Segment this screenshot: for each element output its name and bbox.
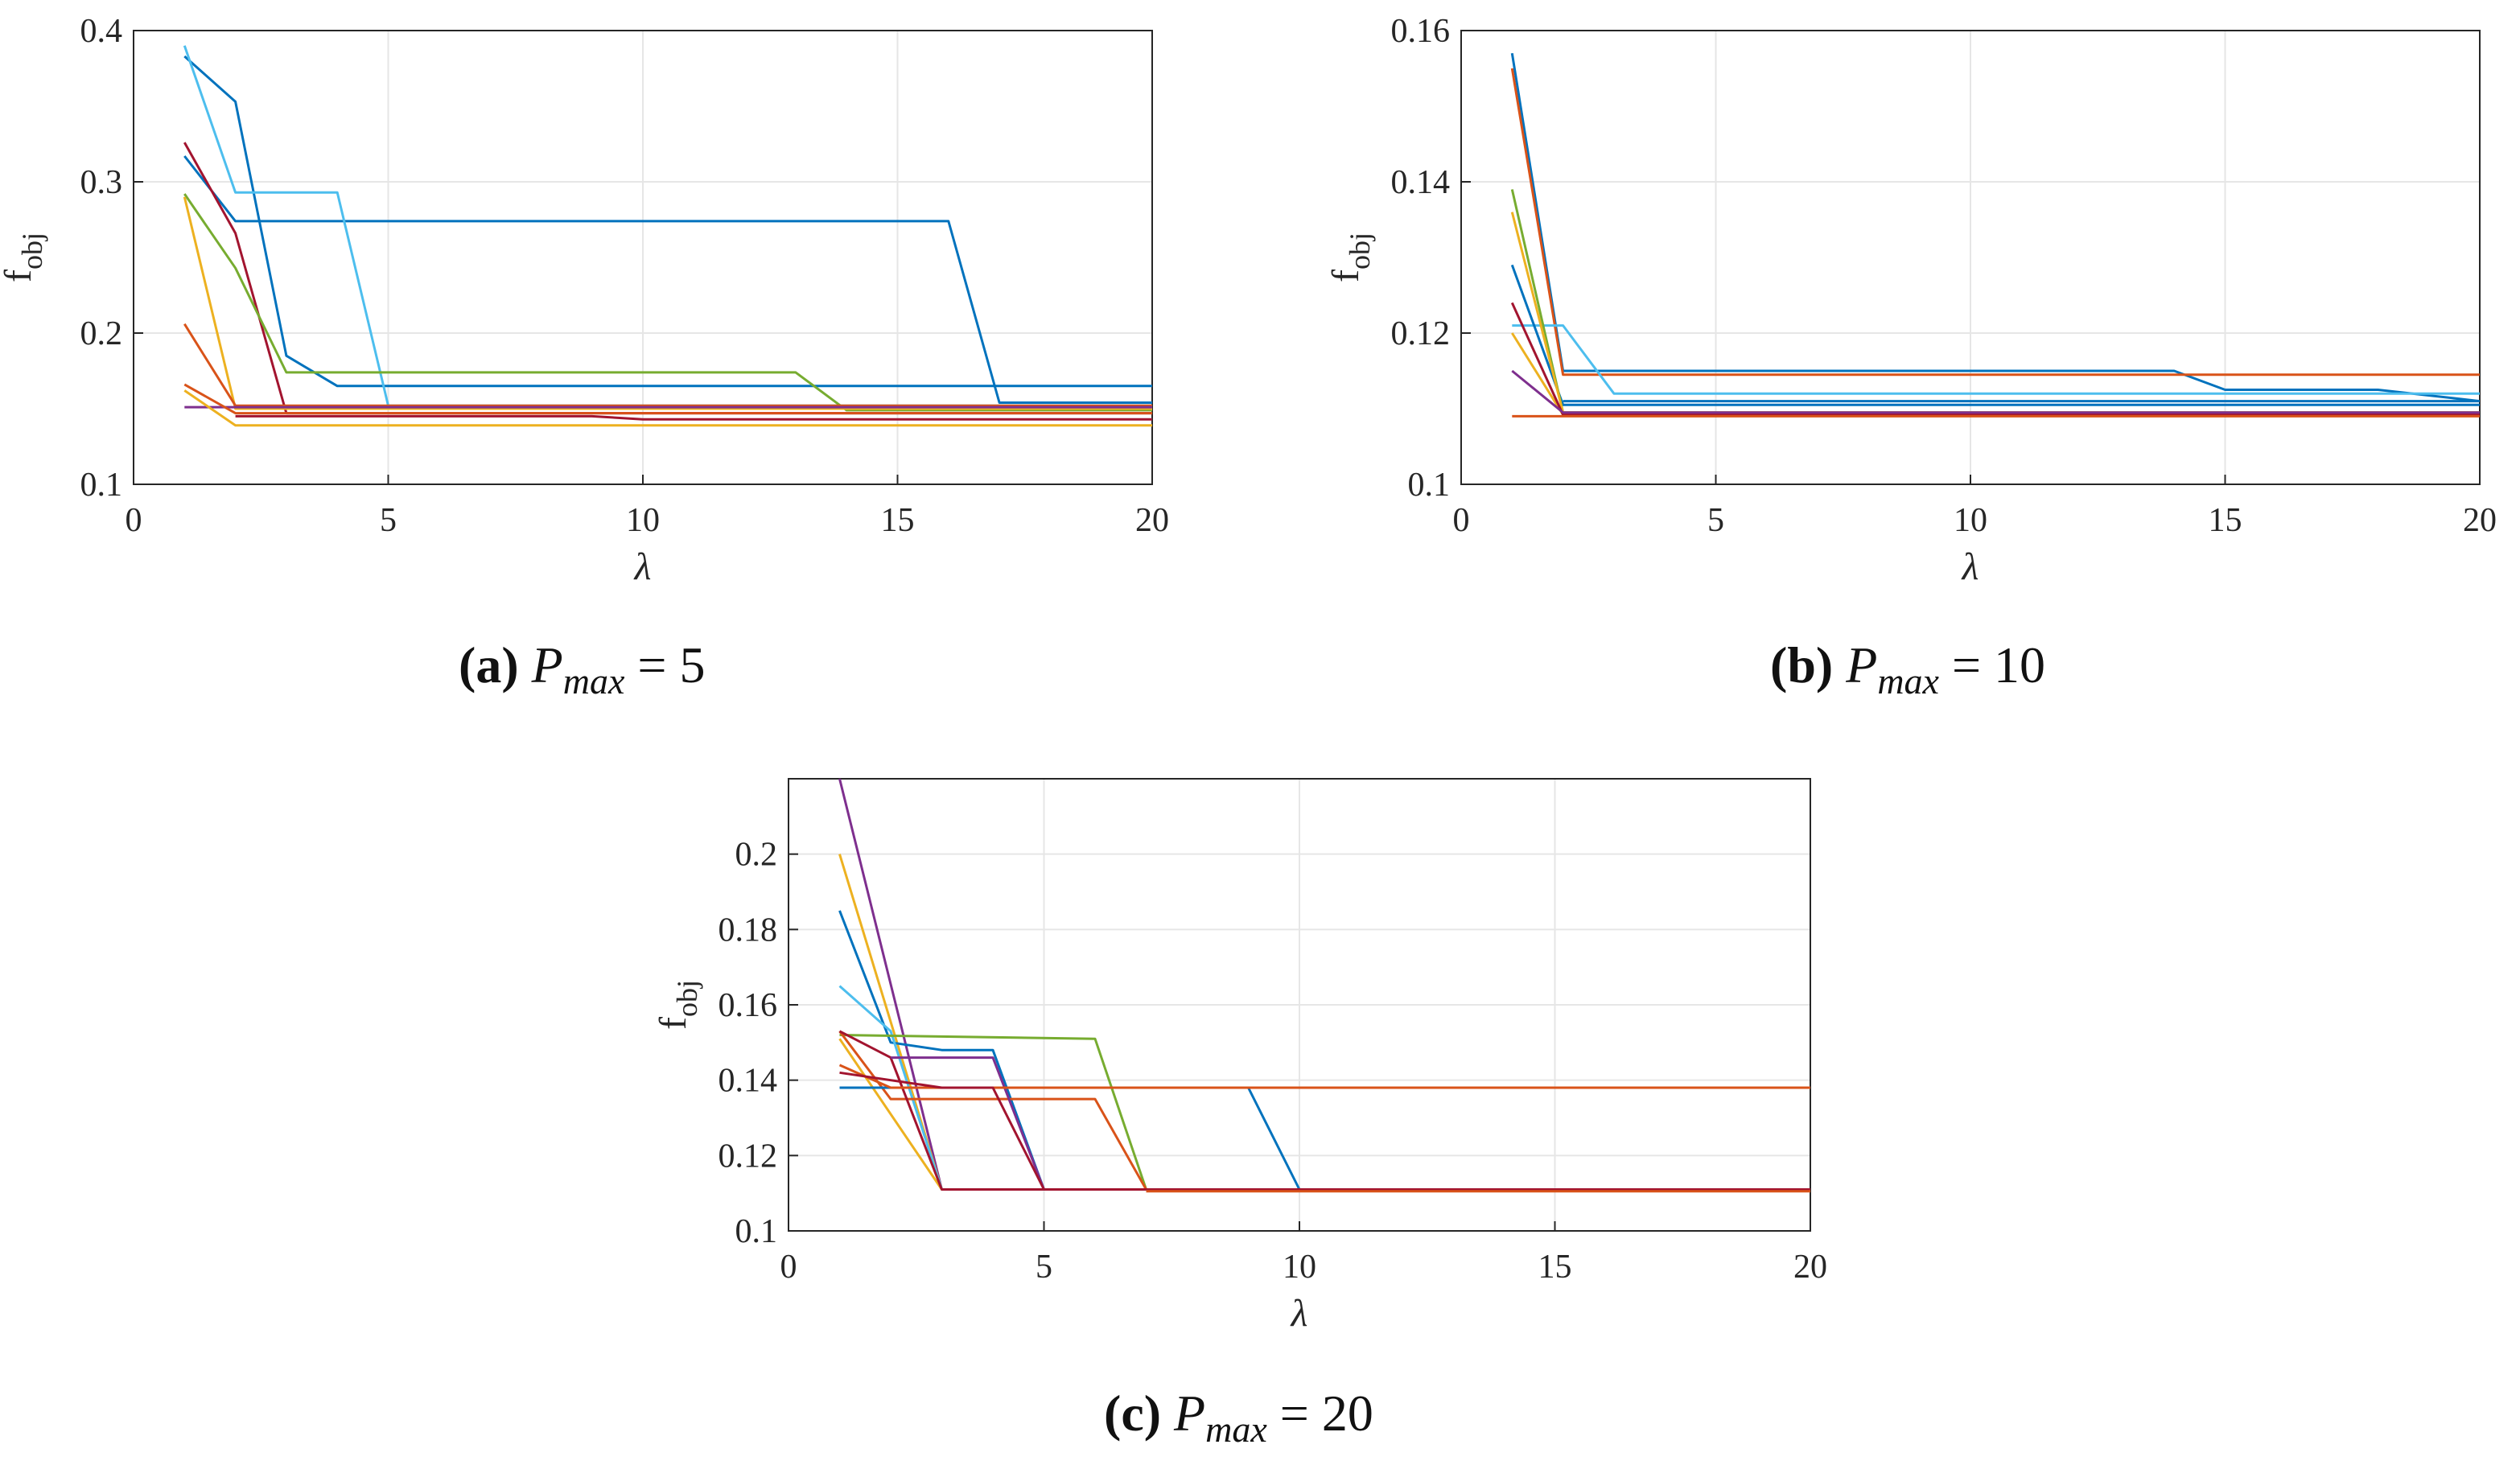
panel-b-ylabel-main: f <box>1324 270 1367 282</box>
panel-c-series-line-1 <box>838 854 1810 1191</box>
caption-a-subscript: max <box>562 660 625 702</box>
panel-c-series-line-5 <box>838 1038 1810 1191</box>
caption-b-symbol: P <box>1846 636 1878 693</box>
panel-c-series-line-6 <box>838 1030 1810 1191</box>
panel-b-xtick-label-2: 10 <box>1954 502 1987 539</box>
panel-a-ylabel-sub: obj <box>16 233 48 270</box>
panel-b-ylabel-sub: obj <box>1344 233 1376 270</box>
caption-c: (c) Pmax = 20 <box>1104 1384 1373 1451</box>
panel-c-ytick-label-5: 0.2 <box>735 837 778 874</box>
panel-c-ytick-label-4: 0.18 <box>719 912 778 949</box>
panel-b-series-line-8 <box>1511 369 2480 414</box>
panel-b-xtick-label-1: 5 <box>1707 502 1724 539</box>
panel-b-xtick-label-4: 20 <box>2463 502 2497 539</box>
panel-b-ytick-label-2: 0.14 <box>1391 164 1451 201</box>
caption-b-subscript: max <box>1877 660 1939 702</box>
panel-a-ylabel-main: f <box>0 270 39 282</box>
panel-c-ylabel-main: f <box>652 1017 694 1030</box>
caption-b: (b) Pmax = 10 <box>1770 636 2045 702</box>
panel-c-series-line-7 <box>838 1030 1810 1191</box>
panel-a-series-line-10 <box>235 414 1152 421</box>
panel-a-series-line-9 <box>183 389 1152 427</box>
panel-c-xtick-label-4: 20 <box>1793 1249 1827 1286</box>
panel-b-series-line-0 <box>1510 52 2480 403</box>
panel-a-series-line-6 <box>183 323 1152 407</box>
panel-a-series-line-0 <box>183 55 1152 388</box>
panel-b-series-line-2 <box>1512 324 2480 395</box>
panel-a-series-line-4 <box>183 193 1152 412</box>
panel-c-ytick-label-0: 0.1 <box>735 1213 778 1250</box>
panel-c-xtick-label-3: 15 <box>1538 1249 1572 1286</box>
panel-a-xtick-label-1: 5 <box>380 502 397 539</box>
panel-a-xtick-label-0: 0 <box>126 502 142 539</box>
caption-c-symbol: P <box>1174 1385 1206 1442</box>
panel-c-ylabel-sub: obj <box>671 980 703 1017</box>
caption-a-label: (a) <box>459 636 519 693</box>
caption-c-subscript: max <box>1205 1409 1267 1450</box>
panel-b-xtick-label-0: 0 <box>1453 502 1470 539</box>
panel-a-series-line-5 <box>183 196 1152 410</box>
panel-a-series-line-2 <box>183 45 1152 407</box>
panel-b-ylabel: fobj <box>1324 233 1376 282</box>
panel-b-xtick-label-3: 15 <box>2209 502 2242 539</box>
panel-a-xtick-label-3: 15 <box>881 502 915 539</box>
panel-c-ytick-label-3: 0.16 <box>719 987 778 1024</box>
panel-b-ytick-label-1: 0.12 <box>1391 315 1451 352</box>
panel-b-series-line-3 <box>1510 264 2480 406</box>
panel-c-xtick-label-2: 10 <box>1283 1249 1316 1286</box>
panel-c-ylabel: fobj <box>652 980 703 1030</box>
panel-a-ytick-label-3: 0.4 <box>80 13 123 50</box>
panel-a-ylabel: fobj <box>0 233 48 282</box>
panel-a-xlabel: λ <box>633 545 652 588</box>
panel-a-ytick-label-2: 0.3 <box>80 164 123 201</box>
panel-a-series-line-1 <box>183 155 1152 404</box>
panel-a-series-line-8 <box>183 383 1152 415</box>
panel-a-xtick-label-2: 10 <box>626 502 660 539</box>
panel-b-ytick-label-3: 0.16 <box>1391 13 1451 50</box>
panel-a-ytick-label-1: 0.2 <box>80 315 123 352</box>
caption-b-label: (b) <box>1770 636 1834 693</box>
panel-a-xtick-label-4: 20 <box>1135 502 1169 539</box>
panel-c-series-line-8 <box>891 1056 1810 1191</box>
panel-b-ytick-label-0: 0.1 <box>1408 467 1451 504</box>
panel-c-ytick-label-1: 0.12 <box>719 1138 778 1175</box>
caption-b-value: = 10 <box>1951 636 2046 693</box>
caption-c-value: = 20 <box>1279 1385 1373 1442</box>
panel-b-xlabel: λ <box>1961 545 1979 588</box>
panel-b-series-line-7 <box>1510 302 2480 416</box>
panel-b-series-line-4 <box>1510 189 2480 414</box>
panel-c-series-line-0 <box>838 779 1810 1191</box>
caption-a-symbol: P <box>531 636 563 693</box>
panel-c-series-line-11 <box>839 1071 1810 1191</box>
panel-c-series-line-10 <box>838 1064 1810 1089</box>
panel-b-series-line-1 <box>1510 68 2480 377</box>
panel-c-xtick-label-1: 5 <box>1036 1249 1052 1286</box>
panel-c-ytick-label-2: 0.14 <box>719 1063 778 1100</box>
panel-a-ytick-label-0: 0.1 <box>80 467 123 504</box>
panel-c-series-line-2 <box>838 910 1810 1191</box>
panel-c-xtick-label-0: 0 <box>780 1249 797 1286</box>
panel-c-series-line-9 <box>839 1086 1810 1191</box>
caption-a-value: = 5 <box>637 636 706 693</box>
panel-b-series-line-5 <box>1510 212 2480 414</box>
caption-c-label: (c) <box>1104 1385 1162 1442</box>
panel-c-xlabel: λ <box>1290 1292 1308 1335</box>
caption-a: (a) Pmax = 5 <box>459 636 705 702</box>
